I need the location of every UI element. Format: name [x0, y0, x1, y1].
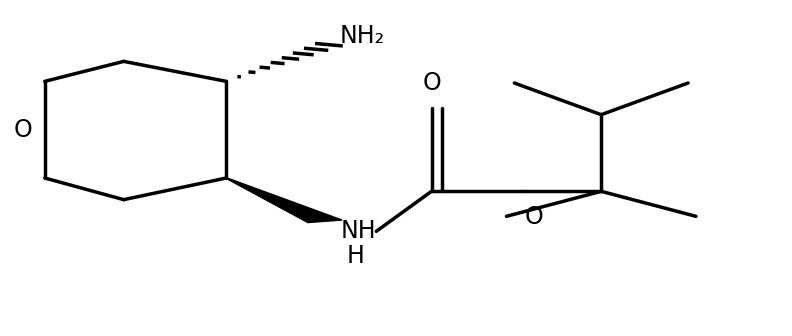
Text: NH: NH	[341, 219, 376, 243]
Text: NH₂: NH₂	[339, 25, 384, 48]
Text: O: O	[14, 118, 32, 142]
Text: O: O	[525, 205, 543, 229]
Text: O: O	[422, 71, 441, 95]
Text: H: H	[347, 244, 365, 268]
Polygon shape	[226, 178, 342, 222]
